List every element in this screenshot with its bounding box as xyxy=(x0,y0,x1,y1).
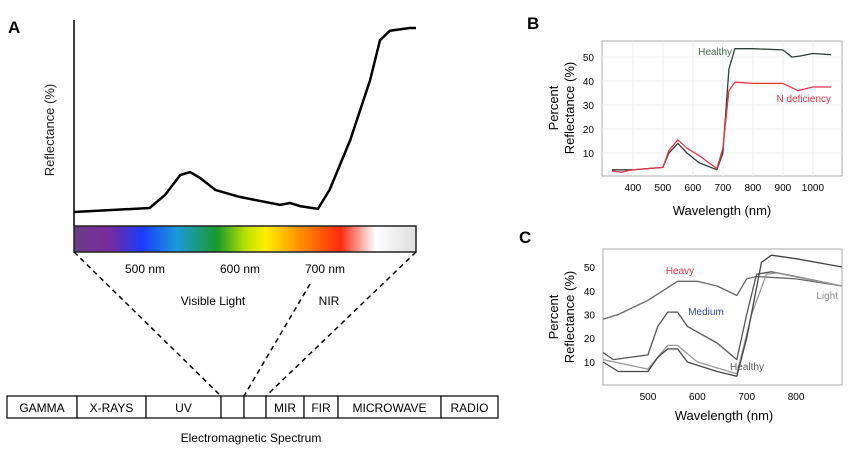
y-tick-label: 20 xyxy=(584,334,596,345)
visible-spectrum-bar xyxy=(73,225,417,253)
y-tick-label: 50 xyxy=(583,53,595,64)
series-line-n-deficiency xyxy=(611,81,831,173)
panel-b-xlabel: Wavelength (nm) xyxy=(673,203,772,218)
x-tick-label: 500 xyxy=(655,183,672,194)
em-band-label: MIR xyxy=(274,401,296,415)
em-band-label: MICROWAVE xyxy=(353,401,427,415)
zoom-line-nir xyxy=(243,283,311,397)
em-band-label: X-RAYS xyxy=(90,401,134,415)
zoom-line-left xyxy=(73,251,222,397)
panel-c-ylabel-2: Reflectance (%) xyxy=(562,271,577,363)
y-tick-label: 30 xyxy=(583,101,595,112)
region-label-visible: Visible Light xyxy=(181,294,246,308)
y-tick-label: 10 xyxy=(584,358,596,369)
series-line-reflectance xyxy=(73,26,416,214)
region-label-nir: NIR xyxy=(319,294,340,308)
panel-b: 400 500 600 700 800 900 1000 10 20 30 40 50 Percent… xyxy=(546,40,843,218)
x-tick-label: 900 xyxy=(775,183,792,194)
x-tick-label: 1000 xyxy=(802,183,825,194)
x-tick-label: 800 xyxy=(788,392,805,403)
em-band-label: GAMMA xyxy=(19,401,64,415)
panel-a: Reflectance (%) 500 nm 600 nm 700 nm Vis… xyxy=(6,20,499,445)
em-band-box xyxy=(243,395,267,419)
series-line-medium xyxy=(602,271,843,361)
panel-b-ylabel-1: Percent xyxy=(546,85,561,130)
x-tick-label: 400 xyxy=(625,183,642,194)
spectrum-tick-600: 600 nm xyxy=(220,262,260,276)
panel-c-xlabel: Wavelength (nm) xyxy=(675,408,774,423)
em-band-box xyxy=(220,395,245,419)
y-tick-label: 40 xyxy=(584,287,596,298)
y-tick-label: 40 xyxy=(583,77,595,88)
x-tick-label: 600 xyxy=(685,183,702,194)
panel-c-plot-area xyxy=(602,248,843,386)
panel-a-ylabel: Reflectance (%) xyxy=(42,84,57,176)
y-tick-label: 20 xyxy=(583,125,595,136)
y-tick-label: 10 xyxy=(583,149,595,160)
y-tick-label: 30 xyxy=(584,311,596,322)
legend-label-healthy: Healthy xyxy=(698,47,732,58)
legend-label-healthy-c: Healthy xyxy=(730,362,764,373)
x-tick-label: 500 xyxy=(640,392,657,403)
panel-label-c: C xyxy=(519,228,531,247)
panel-b-ylabel-2: Reflectance (%) xyxy=(562,62,577,154)
legend-label-heavy: Heavy xyxy=(666,266,694,277)
x-tick-label: 700 xyxy=(738,392,755,403)
em-band-label: FIR xyxy=(311,401,331,415)
legend-label-light: Light xyxy=(816,291,838,302)
series-line-healthy xyxy=(602,254,843,377)
x-tick-label: 800 xyxy=(745,183,762,194)
em-band-box xyxy=(440,395,499,419)
spectrum-tick-500: 500 nm xyxy=(125,262,165,276)
spectrum-tick-700: 700 nm xyxy=(305,262,345,276)
y-tick-label: 50 xyxy=(584,263,596,274)
em-band-label: UV xyxy=(175,401,192,415)
panel-c: 500 600 700 800 10 20 30 40 50 Percent Reflectan… xyxy=(546,248,843,423)
x-tick-label: 700 xyxy=(715,183,732,194)
panel-label-a: A xyxy=(8,18,20,37)
series-line-heavy xyxy=(602,275,843,320)
panel-label-b: B xyxy=(527,14,539,33)
x-tick-label: 600 xyxy=(689,392,706,403)
legend-label-n-deficiency: N deficiency xyxy=(777,94,831,105)
em-spectrum-title: Electromagnetic Spectrum xyxy=(181,431,322,445)
zoom-line-right xyxy=(265,251,417,397)
legend-label-medium: Medium xyxy=(688,307,724,318)
em-band-label: RADIO xyxy=(450,401,488,415)
panel-c-ylabel-1: Percent xyxy=(546,294,561,339)
